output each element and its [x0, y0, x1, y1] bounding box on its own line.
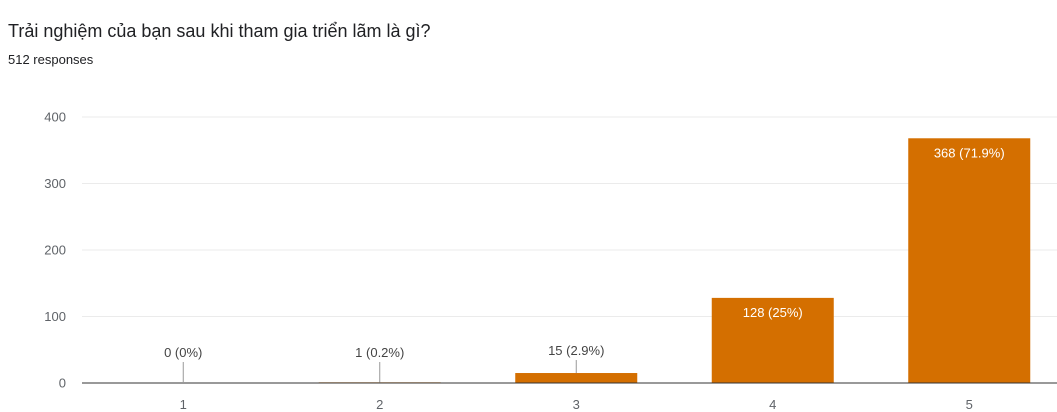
x-tick-label: 4 — [769, 397, 776, 412]
bars — [318, 138, 1031, 383]
bar — [711, 297, 834, 383]
gridlines — [82, 116, 1057, 317]
data-label: 128 (25%) — [743, 305, 803, 320]
bar — [908, 138, 1031, 383]
data-label: 15 (2.9%) — [548, 343, 604, 358]
x-tick-label: 5 — [966, 397, 973, 412]
x-tick-label: 3 — [573, 397, 580, 412]
bar — [515, 373, 638, 383]
y-tick-label: 100 — [44, 309, 66, 324]
data-label: 368 (71.9%) — [934, 145, 1005, 160]
y-tick-label: 0 — [59, 376, 66, 391]
y-tick-label: 400 — [44, 110, 66, 125]
question-title: Trải nghiệm của bạn sau khi tham gia tri… — [8, 21, 431, 41]
y-tick-label: 200 — [44, 243, 66, 258]
y-tick-label: 300 — [44, 176, 66, 191]
data-label: 0 (0%) — [164, 345, 202, 360]
data-label: 1 (0.2%) — [355, 345, 404, 360]
labels: 0 (0%) 1 (0.2%) 15 (2.9%) 128 (25%) 368 (71.… — [164, 145, 1005, 383]
axes: 0 100 200 300 400 1 2 3 4 5 — [44, 110, 1057, 412]
x-tick-label: 2 — [376, 397, 383, 412]
x-tick-label: 1 — [180, 397, 187, 412]
response-count: 512 responses — [8, 52, 94, 67]
